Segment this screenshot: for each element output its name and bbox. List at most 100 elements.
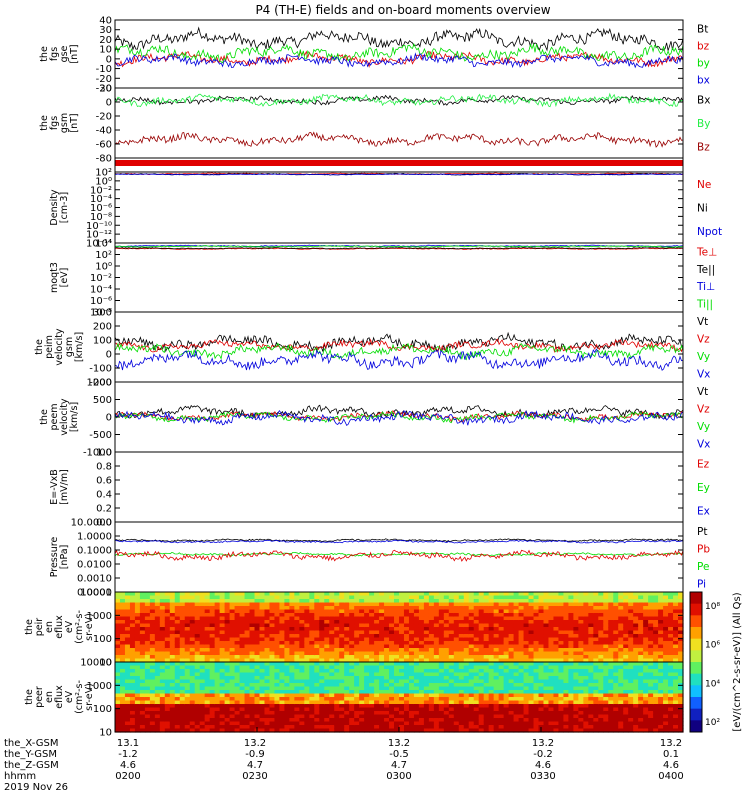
spectrum-cell xyxy=(184,641,191,646)
spectrum-cell xyxy=(279,613,285,618)
spectrum-cell xyxy=(433,728,440,733)
spectrum-cell xyxy=(394,662,400,667)
spectrum-cell xyxy=(309,637,315,642)
spectrum-cell xyxy=(563,690,569,695)
spectrum-cell xyxy=(214,627,221,632)
spectrum-cell xyxy=(518,623,525,628)
spectrum-cell xyxy=(314,648,320,653)
spectrum-cell xyxy=(543,609,550,614)
spectrum-cell xyxy=(448,683,455,688)
spectrum-cell xyxy=(603,634,609,639)
spectrum-cell xyxy=(493,672,500,677)
spectrum-cell xyxy=(443,707,450,712)
spectrum-cell xyxy=(314,700,320,705)
spectrum-cell xyxy=(423,606,430,611)
spectrum-cell xyxy=(319,623,325,628)
spectrum-cell xyxy=(623,679,629,684)
spectrum-cell xyxy=(389,728,395,733)
spectrum-cell xyxy=(483,613,490,618)
spectrum-cell xyxy=(254,641,261,646)
spectrum-cell xyxy=(593,728,599,733)
spectrum-cell xyxy=(503,616,510,621)
spectrum-cell xyxy=(458,662,465,667)
spectrum-cell xyxy=(538,721,545,726)
spectrum-cell xyxy=(119,602,126,607)
spectrum-cell xyxy=(533,662,540,667)
spectrum-cell xyxy=(548,616,555,621)
spectrum-cell xyxy=(503,648,510,653)
spectrum-cell xyxy=(399,613,405,618)
spectrum-cell xyxy=(334,609,340,614)
spectrum-cell xyxy=(229,679,236,684)
y-tick-label: 0.4 xyxy=(96,490,112,501)
spectrum-cell xyxy=(488,725,495,730)
spectrum-cell xyxy=(374,725,380,730)
spectrum-cell xyxy=(413,627,420,632)
spectrum-cell xyxy=(289,728,295,733)
spectrum-cell xyxy=(468,697,475,702)
spectrum-cell xyxy=(633,690,639,695)
spectrum-cell xyxy=(159,665,166,670)
spectrum-cell xyxy=(598,627,604,632)
spectrum-cell xyxy=(149,704,156,709)
spectrum-cell xyxy=(319,648,325,653)
spectrum-cell xyxy=(513,707,520,712)
spectrum-cell xyxy=(344,630,350,635)
spectrum-cell xyxy=(568,644,574,649)
spectrum-cell xyxy=(399,725,405,730)
spectrum-cell xyxy=(483,683,490,688)
spectrum-cell xyxy=(269,672,276,677)
spectrum-cell xyxy=(593,620,599,625)
spectrum-cell xyxy=(663,648,669,653)
spectrum-cell xyxy=(179,676,186,681)
spectrum-cell xyxy=(403,641,410,646)
spectrum-cell xyxy=(603,700,609,705)
spectrum-cell xyxy=(653,637,659,642)
spectrum-cell xyxy=(613,693,619,698)
spectrum-cell xyxy=(473,700,480,705)
spectrum-cell xyxy=(568,718,574,723)
spectrum-cell xyxy=(384,693,390,698)
spectrum-cell xyxy=(269,655,276,660)
spectrum-cell xyxy=(164,693,171,698)
spectrum-cell xyxy=(264,714,271,719)
spectrum-cell xyxy=(533,620,540,625)
spectrum-cell xyxy=(563,595,569,600)
spectrum-cell xyxy=(214,662,221,667)
spectrum-cell xyxy=(394,718,400,723)
spectrum-cell xyxy=(568,609,574,614)
spectrum-cell xyxy=(643,595,649,600)
x-tick-label-time: 0300 xyxy=(386,771,411,782)
spectrum-cell xyxy=(443,616,450,621)
colorbar-tick-label: 10² xyxy=(705,718,720,728)
spectrum-cell xyxy=(234,704,241,709)
spectrum-cell xyxy=(374,665,380,670)
y-axis-label: en xyxy=(44,621,55,633)
spectrum-cell xyxy=(433,690,440,695)
spectrum-cell xyxy=(349,707,355,712)
spectrum-cell xyxy=(334,721,340,726)
spectrum-cell xyxy=(144,623,151,628)
spectrum-cell xyxy=(653,714,659,719)
spectrum-cell xyxy=(134,648,141,653)
spectrum-cell xyxy=(384,690,390,695)
spectrum-cell xyxy=(548,676,555,681)
spectrum-cell xyxy=(289,606,295,611)
spectrum-cell xyxy=(289,602,295,607)
spectrum-cell xyxy=(139,707,146,712)
spectrum-cell xyxy=(209,690,216,695)
spectrum-cell xyxy=(374,627,380,632)
spectrum-cell xyxy=(613,644,619,649)
spectrum-cell xyxy=(543,707,550,712)
spectrum-cell xyxy=(359,613,365,618)
spectrum-cell xyxy=(433,609,440,614)
spectrum-cell xyxy=(259,700,266,705)
spectrum-cell xyxy=(433,672,440,677)
spectrum-cell xyxy=(174,679,181,684)
spectrum-cell xyxy=(394,655,400,660)
spectrum-cell xyxy=(643,641,649,646)
spectrum-cell xyxy=(628,630,634,635)
spectrum-cell xyxy=(264,655,271,660)
spectrum-cell xyxy=(259,725,266,730)
spectrum-cell xyxy=(329,595,335,600)
